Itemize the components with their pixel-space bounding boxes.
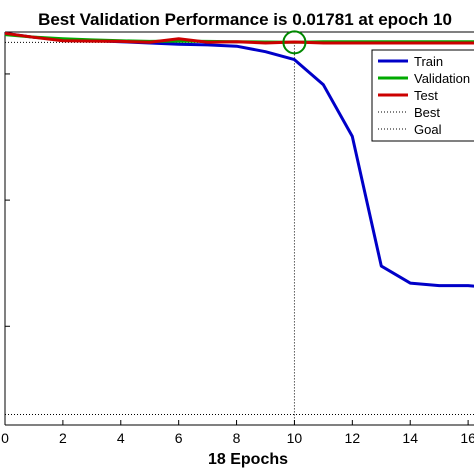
legend-label-test: Test	[414, 88, 438, 103]
x-tick-label: 6	[175, 430, 183, 446]
legend-label-train: Train	[414, 54, 443, 69]
x-tick-label: 8	[233, 430, 241, 446]
x-tick-label: 10	[287, 430, 303, 446]
x-tick-label: 2	[59, 430, 67, 446]
chart-title: Best Validation Performance is 0.01781 a…	[38, 10, 452, 29]
x-tick-label: 4	[117, 430, 125, 446]
x-tick-label: 12	[345, 430, 361, 446]
series-test-line	[4, 31, 474, 45]
x-tick-label: 14	[402, 430, 418, 446]
best-marker-circle	[282, 30, 307, 55]
x-tick-label: 0	[1, 430, 9, 446]
legend-label-validation: Validation	[414, 71, 470, 86]
legend-label-goal: Goal	[414, 122, 442, 137]
legend-label-best: Best	[414, 105, 440, 120]
x-tick-label: 16	[460, 430, 474, 446]
x-axis-label: 18 Epochs	[207, 451, 289, 468]
